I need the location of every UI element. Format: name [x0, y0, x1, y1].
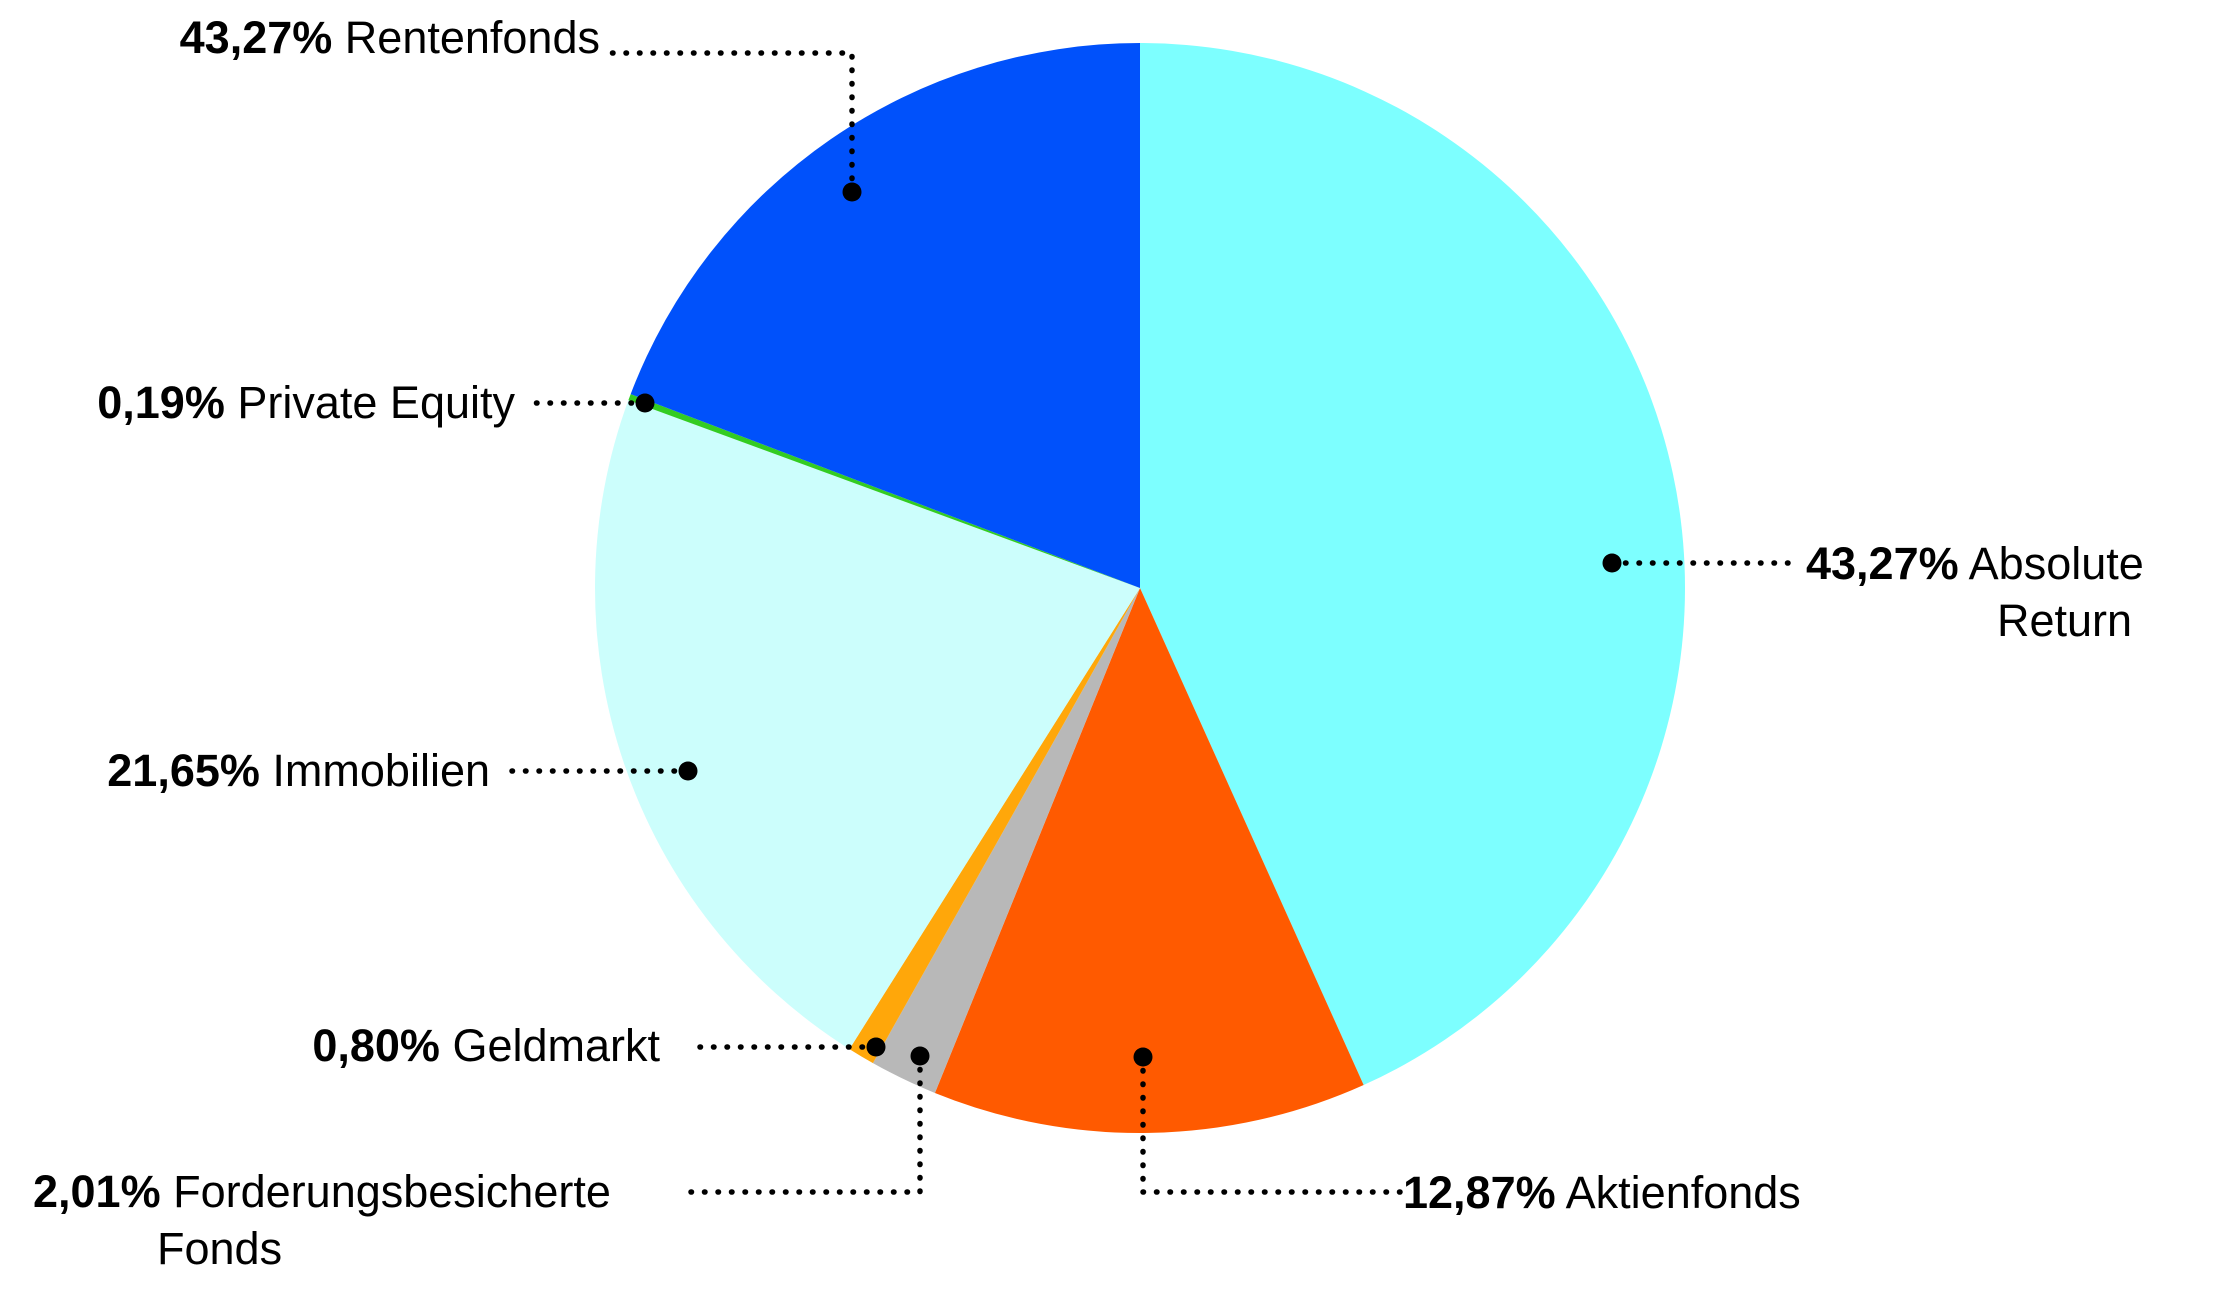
label-aktienfonds-percent: 12,87% — [1403, 1167, 1556, 1218]
label-absolute-return-line1: 43,27% Absolute — [1806, 535, 2144, 592]
label-absolute-return-percent: 43,27% — [1806, 538, 1959, 589]
callout-dot-forderungsbesicherte-fonds — [910, 1046, 930, 1066]
label-rentenfonds: 43,27% Rentenfonds — [180, 9, 600, 66]
callout-dot-private-equity — [635, 393, 655, 413]
callout-leader-forderungsbesicherte-fonds — [677, 1053, 923, 1195]
label-immobilien: 21,65% Immobilien — [107, 742, 490, 799]
pie-slice-aktienfonds — [934, 588, 1364, 1134]
label-absolute-return: 43,27% Absolute Return — [1806, 535, 2144, 649]
label-forderungsbesicherte-name: Forderungsbesicherte — [173, 1166, 611, 1217]
label-immobilien-name: Immobilien — [272, 745, 490, 796]
callout-dots — [635, 182, 1622, 1067]
label-immobilien-percent: 21,65% — [107, 745, 260, 796]
label-absolute-return-name: Absolute — [1968, 538, 2144, 589]
label-absolute-return-line2: Return — [1997, 595, 2133, 646]
callout-dot-absolute-return — [1602, 553, 1622, 573]
pie-slice-rentenfonds — [630, 43, 1140, 588]
label-private-equity: 0,19% Private Equity — [97, 374, 515, 431]
label-forderungsbesicherte-percent: 2,01% — [33, 1166, 161, 1217]
pie-slices — [595, 42, 1686, 1134]
callout-leader-aktienfonds — [1140, 1054, 1403, 1195]
label-geldmarkt: 0,80% Geldmarkt — [312, 1017, 660, 1074]
label-private-equity-name: Private Equity — [237, 377, 515, 428]
label-forderungsbesicherte-line1: 2,01% Forderungsbesicherte — [33, 1163, 611, 1220]
callout-dot-aktienfonds — [1133, 1047, 1153, 1067]
pie-slice-absolute-return — [1140, 42, 1686, 1085]
callout-dot-geldmarkt — [866, 1037, 886, 1057]
label-geldmarkt-percent: 0,80% — [312, 1020, 440, 1071]
label-rentenfonds-name: Rentenfonds — [344, 12, 600, 63]
label-aktienfonds-name: Aktienfonds — [1565, 1167, 1801, 1218]
pie-slice-forderungsbesicherte-fonds — [872, 588, 1140, 1093]
callout-dot-rentenfonds — [842, 182, 862, 202]
label-forderungsbesicherte-line2: Fonds — [157, 1223, 283, 1274]
pie-slice-geldmarkt — [849, 588, 1140, 1064]
label-private-equity-percent: 0,19% — [97, 377, 225, 428]
label-forderungsbesicherte-fonds: 2,01% Forderungsbesicherte Fonds — [33, 1163, 611, 1277]
pie-slice-private-equity — [628, 394, 1140, 588]
callout-dot-immobilien — [678, 761, 698, 781]
callout-leader-lines — [497, 50, 1798, 1195]
label-aktienfonds: 12,87% Aktienfonds — [1403, 1164, 1801, 1221]
label-rentenfonds-percent: 43,27% — [179, 12, 333, 63]
label-geldmarkt-name: Geldmarkt — [452, 1020, 660, 1071]
pie-slice-immobilien — [595, 400, 1140, 1050]
callout-leader-rentenfonds — [609, 50, 855, 195]
